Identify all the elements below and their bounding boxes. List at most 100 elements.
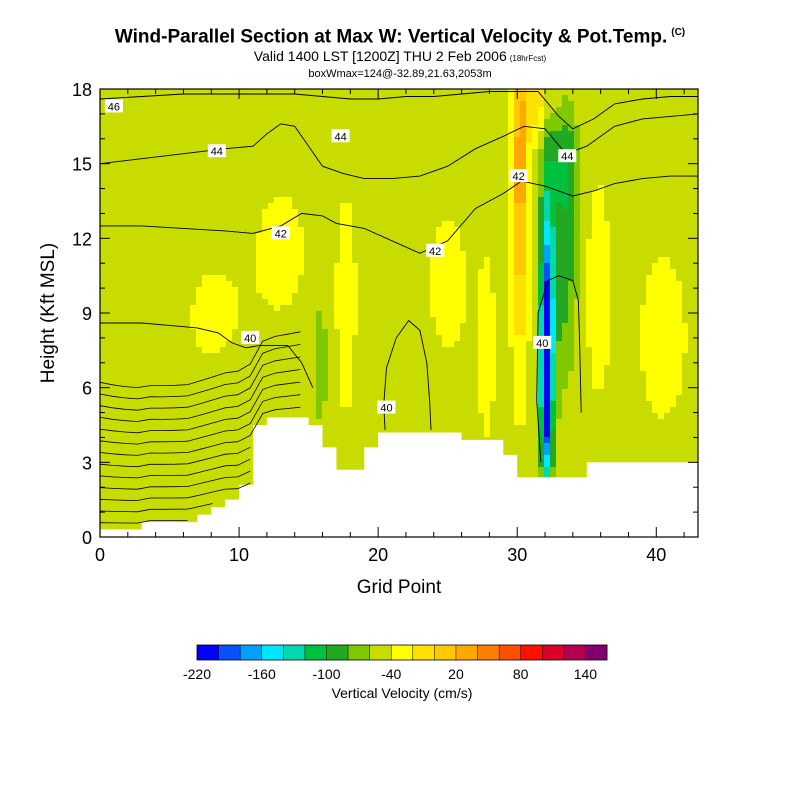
velocity-cell — [364, 245, 371, 252]
velocity-cell — [532, 329, 539, 336]
velocity-cell — [658, 197, 665, 204]
velocity-cell — [220, 107, 227, 114]
velocity-cell — [610, 113, 617, 120]
velocity-cell — [160, 281, 167, 288]
velocity-cell — [112, 227, 119, 234]
velocity-cell — [346, 101, 353, 108]
velocity-cell — [490, 353, 497, 360]
velocity-cell — [400, 257, 407, 264]
velocity-cell — [334, 209, 341, 216]
velocity-cell — [574, 107, 581, 114]
velocity-cell — [418, 197, 425, 204]
velocity-cell — [436, 191, 443, 198]
velocity-cell — [520, 383, 527, 390]
velocity-cell — [574, 167, 581, 174]
velocity-cell — [118, 233, 125, 240]
velocity-cell — [280, 299, 287, 306]
velocity-cell — [346, 233, 353, 240]
velocity-cell — [322, 305, 329, 312]
velocity-cell — [124, 143, 131, 150]
velocity-cell — [160, 347, 167, 354]
velocity-cell — [496, 197, 503, 204]
velocity-cell — [274, 293, 281, 300]
velocity-cell — [616, 293, 623, 300]
velocity-cell — [538, 269, 545, 276]
velocity-cell — [124, 329, 131, 336]
velocity-cell — [196, 341, 203, 348]
velocity-cell — [142, 185, 149, 192]
velocity-cell — [646, 311, 653, 318]
velocity-cell — [310, 299, 317, 306]
velocity-cell — [262, 293, 269, 300]
velocity-cell — [544, 227, 551, 234]
velocity-cell — [334, 269, 341, 276]
velocity-cell — [400, 125, 407, 132]
velocity-cell — [214, 167, 221, 174]
velocity-cell — [604, 263, 611, 270]
velocity-cell — [568, 269, 575, 276]
velocity-cell — [640, 101, 647, 108]
velocity-cell — [400, 107, 407, 114]
velocity-cell — [352, 263, 359, 270]
velocity-cell — [112, 149, 119, 156]
velocity-cell — [238, 359, 245, 366]
velocity-cell — [232, 149, 239, 156]
velocity-cell — [118, 155, 125, 162]
velocity-cell — [256, 335, 263, 342]
velocity-cell — [430, 167, 437, 174]
velocity-cell — [616, 227, 623, 234]
velocity-cell — [202, 287, 209, 294]
velocity-cell — [544, 269, 551, 276]
velocity-cell — [346, 359, 353, 366]
velocity-cell — [544, 125, 551, 132]
velocity-cell — [562, 191, 569, 198]
velocity-cell — [358, 233, 365, 240]
velocity-cell — [490, 89, 497, 96]
velocity-cell — [538, 371, 545, 378]
velocity-cell — [148, 191, 155, 198]
velocity-cell — [346, 329, 353, 336]
velocity-cell — [562, 251, 569, 258]
velocity-cell — [214, 365, 221, 372]
velocity-cell — [478, 125, 485, 132]
velocity-cell — [640, 233, 647, 240]
velocity-cell — [160, 245, 167, 252]
velocity-cell — [538, 161, 545, 168]
velocity-cell — [178, 281, 185, 288]
velocity-cell — [298, 125, 305, 132]
velocity-cell — [178, 293, 185, 300]
velocity-cell — [562, 215, 569, 222]
velocity-cell — [520, 179, 527, 186]
velocity-cell — [454, 185, 461, 192]
velocity-cell — [166, 245, 173, 252]
velocity-cell — [616, 299, 623, 306]
velocity-cell — [190, 269, 197, 276]
velocity-cell — [628, 257, 635, 264]
velocity-cell — [430, 203, 437, 210]
velocity-cell — [172, 191, 179, 198]
velocity-cell — [652, 377, 659, 384]
velocity-cell — [316, 119, 323, 126]
velocity-cell — [400, 215, 407, 222]
velocity-cell — [664, 245, 671, 252]
velocity-cell — [184, 245, 191, 252]
velocity-cell — [244, 251, 251, 258]
velocity-cell — [226, 155, 233, 162]
velocity-cell — [154, 281, 161, 288]
velocity-cell — [166, 197, 173, 204]
velocity-cell — [550, 173, 557, 180]
velocity-cell — [190, 239, 197, 246]
velocity-cell — [160, 203, 167, 210]
velocity-cell — [454, 299, 461, 306]
velocity-cell — [592, 305, 599, 312]
velocity-cell — [436, 131, 443, 138]
velocity-cell — [106, 293, 113, 300]
velocity-cell — [160, 269, 167, 276]
velocity-cell — [154, 143, 161, 150]
velocity-cell — [436, 155, 443, 162]
velocity-cell — [640, 329, 647, 336]
velocity-cell — [148, 287, 155, 294]
velocity-cell — [436, 95, 443, 102]
velocity-cell — [652, 179, 659, 186]
velocity-cell — [148, 143, 155, 150]
